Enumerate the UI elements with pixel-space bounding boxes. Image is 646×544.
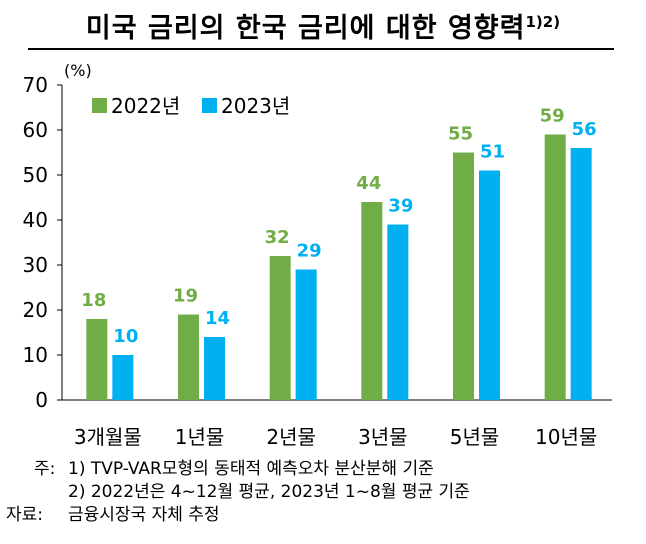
data-label: 55 [448,124,473,145]
chart-title-footnote-marks: 1)2) [525,13,561,31]
x-tick-label: 5년물 [450,425,500,449]
bar-series-2 [479,170,500,400]
data-label: 59 [540,106,565,127]
x-tick-label: 10년물 [535,425,597,449]
data-label: 19 [173,286,198,307]
x-tick-label: 3개월물 [74,425,142,449]
y-tick-label: 10 [23,343,48,367]
data-label: 56 [572,119,597,140]
legend-swatch [92,98,107,113]
chart-title-text: 미국 금리의 한국 금리에 대한 영향력 [85,13,526,44]
legend-swatch [202,98,217,113]
y-tick-label: 50 [23,163,48,187]
bar-series-2 [204,337,225,400]
bar-series-2 [112,355,134,400]
source-text: 금융시장국 자체 추정 [68,505,220,525]
bar-series-1 [361,202,383,400]
bar-series-2 [295,269,317,400]
bar-series-1 [544,134,566,400]
y-tick-label: 70 [23,73,48,97]
data-label: 51 [480,142,505,163]
note-2: 2) 2022년은 4~12월 평균, 2023년 1~8월 평균 기준 [68,482,470,502]
x-tick-label: 3년물 [358,425,408,449]
bar-series-1 [178,314,199,400]
data-label: 14 [205,308,230,329]
bar-series-1 [86,319,108,400]
y-tick-label: 40 [23,208,48,232]
data-label: 44 [356,173,381,194]
y-axis-unit: (%) [64,61,92,80]
bar-series-2 [570,148,592,400]
y-tick-label: 0 [35,388,48,412]
note-1: 1) TVP-VAR모형의 동태적 예측오차 분산분해 기준 [68,459,434,479]
bar-series-1 [269,256,291,400]
data-label: 29 [297,241,322,262]
bar-series-1 [453,152,474,400]
note-prefix: 주: [34,459,56,479]
x-tick-label: 2년물 [266,425,316,449]
y-tick-label: 60 [23,118,48,142]
y-tick-label: 20 [23,298,48,322]
data-label: 10 [113,326,138,347]
bar-series-2 [387,224,409,400]
chart-title: 미국 금리의 한국 금리에 대한 영향력1)2) [0,6,646,45]
data-label: 18 [81,290,106,311]
data-label: 39 [388,196,413,217]
y-tick-label: 30 [23,253,48,277]
x-tick-label: 1년물 [175,425,225,449]
data-label: 32 [265,227,290,248]
title-underline [28,48,614,50]
legend-label: 2023년 [221,94,290,118]
source-prefix: 자료: [6,505,44,525]
legend-label: 2022년 [111,94,180,118]
bar-chart: 0 10 20 30 40 50 60 70 (%) 18 10 3개월물 19 14 1년물 32 29 2년물… [23,61,612,449]
